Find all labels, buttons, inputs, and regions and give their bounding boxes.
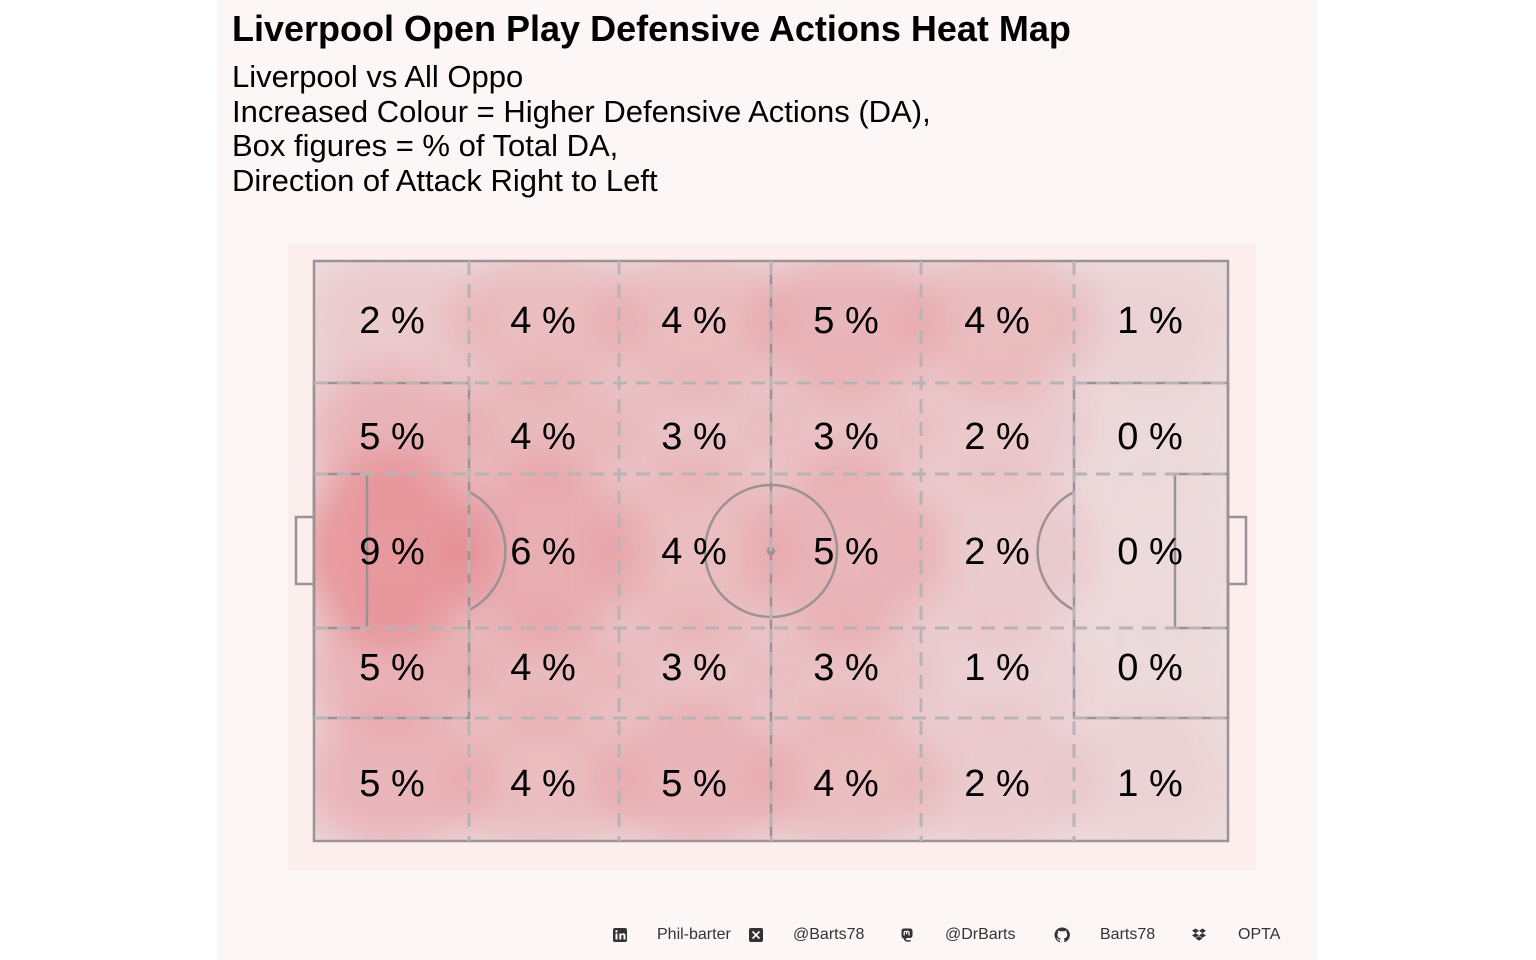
subtitle-line-3: Box figures = % of Total DA, xyxy=(232,128,619,163)
heat-blob-r1-c2 xyxy=(451,261,637,398)
dropbox-icon[interactable] xyxy=(1191,927,1207,943)
heat-blob-r4-c4 xyxy=(753,617,939,729)
subtitle-line-4: Direction of Attack Right to Left xyxy=(232,163,658,198)
zone-value-r2-c5: 2 % xyxy=(964,416,1029,458)
heat-blob-r1-c5 xyxy=(902,261,1093,398)
heat-blob-r2-c6 xyxy=(1055,372,1228,485)
heat-blob-r4-c3 xyxy=(600,617,790,729)
left-penalty-arc xyxy=(468,490,507,612)
footer-x-text: @Barts78 xyxy=(793,926,865,943)
heat-blob-r2-c1 xyxy=(314,372,488,485)
heat-blob-r4-c5 xyxy=(902,617,1093,729)
x-icon[interactable] xyxy=(748,927,764,943)
heat-blob-r1-c6 xyxy=(1055,261,1228,398)
zone-value-r2-c2: 4 % xyxy=(510,416,575,458)
heat-blob-r5-c5 xyxy=(902,703,1093,841)
heat-blob-r5-c3 xyxy=(600,703,790,841)
footer-source-text: OPTA xyxy=(1238,926,1281,943)
heat-blob-r5-c4 xyxy=(753,703,939,841)
right-goal xyxy=(1226,515,1248,586)
heat-blob-r4-c2 xyxy=(451,617,637,729)
zone-value-r2-c4: 3 % xyxy=(813,416,878,458)
heat-blob-r2-c5 xyxy=(902,372,1093,485)
zone-value-r1-c4: 5 % xyxy=(813,300,878,342)
zone-value-r5-c4: 4 % xyxy=(813,763,878,805)
footer-linkedin-text: Phil-barter xyxy=(657,926,731,943)
heat-density-layer xyxy=(314,261,1228,841)
heat-blob-r3-c6 xyxy=(1055,455,1228,647)
zone-value-r5-c2: 4 % xyxy=(510,763,575,805)
heat-blob-r3-c5 xyxy=(902,455,1093,647)
chart-title: Liverpool Open Play Defensive Actions He… xyxy=(232,8,1071,49)
zone-value-r5-c3: 5 % xyxy=(661,763,726,805)
zone-grid xyxy=(314,261,1228,841)
heat-blob-r1-c3 xyxy=(600,261,790,398)
heat-blob-r3-c2 xyxy=(451,455,637,647)
left-goal xyxy=(294,515,316,586)
mastodon-icon[interactable] xyxy=(899,927,915,943)
zone-value-r1-c6: 1 % xyxy=(1117,300,1182,342)
zone-value-r2-c6: 0 % xyxy=(1117,416,1182,458)
heat-blob-r1-c4 xyxy=(753,261,939,398)
right-penalty-arc xyxy=(1036,490,1075,612)
heat-blob-r5-c1 xyxy=(314,703,488,841)
zone-value-r2-c1: 5 % xyxy=(359,416,424,458)
heat-blob-r4-c6 xyxy=(1055,617,1228,729)
footer-github-text: Barts78 xyxy=(1100,926,1156,943)
heat-blob-r2-c2 xyxy=(451,372,637,485)
zone-value-r4-c2: 4 % xyxy=(510,647,575,689)
zone-value-r5-c6: 1 % xyxy=(1117,763,1182,805)
zone-value-r5-c1: 5 % xyxy=(359,763,424,805)
zone-value-r2-c3: 3 % xyxy=(661,416,726,458)
zone-value-r4-c6: 0 % xyxy=(1117,647,1182,689)
github-icon[interactable] xyxy=(1054,927,1070,943)
heat-blob-r2-c3 xyxy=(600,372,790,485)
zone-value-r3-c6: 0 % xyxy=(1117,531,1182,573)
heat-blob-r1-c1 xyxy=(314,261,488,398)
subtitle-line-2: Increased Colour = Higher Defensive Acti… xyxy=(232,94,931,129)
zone-value-r4-c5: 1 % xyxy=(964,647,1029,689)
heat-blob-r2-c4 xyxy=(753,372,939,485)
zone-value-r4-c3: 3 % xyxy=(661,647,726,689)
linkedin-icon[interactable] xyxy=(612,927,628,943)
zone-value-r3-c4: 5 % xyxy=(813,531,878,573)
heat-blob-r3-c1 xyxy=(314,455,488,647)
footer-mastodon-text: @DrBarts xyxy=(945,926,1016,943)
zone-value-r1-c2: 4 % xyxy=(510,300,575,342)
heat-blob-r3-c3 xyxy=(600,455,790,647)
subtitle-line-1: Liverpool vs All Oppo xyxy=(232,59,524,94)
zone-value-r1-c3: 4 % xyxy=(661,300,726,342)
zone-value-r4-c1: 5 % xyxy=(359,647,424,689)
zone-value-r3-c2: 6 % xyxy=(510,531,575,573)
heat-blob-r3-c4 xyxy=(753,455,939,647)
zone-value-r3-c1: 9 % xyxy=(359,531,424,573)
zone-values: 2 % 4 % 4 % 5 % 4 % 1 % 5 % 4 % 3 % 3 % 2 % 0 % 9 % 6… xyxy=(359,300,1182,805)
zone-value-r5-c5: 2 % xyxy=(964,763,1029,805)
zone-value-r4-c4: 3 % xyxy=(813,647,878,689)
zone-value-r3-c3: 4 % xyxy=(661,531,726,573)
zone-value-r1-c1: 2 % xyxy=(359,300,424,342)
heat-blob-r5-c2 xyxy=(451,703,637,841)
heat-blob-r5-c6 xyxy=(1055,703,1228,841)
zone-value-r1-c5: 4 % xyxy=(964,300,1029,342)
zone-value-r3-c5: 2 % xyxy=(964,531,1029,573)
heat-blob-r4-c1 xyxy=(314,617,488,729)
